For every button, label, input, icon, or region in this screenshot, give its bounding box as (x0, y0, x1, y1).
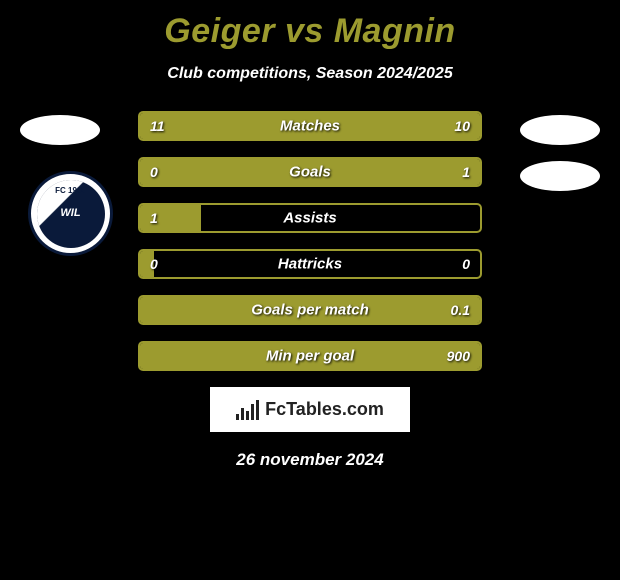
stat-fill-left (140, 113, 317, 139)
stat-value-right: 1 (462, 164, 470, 180)
stat-fill-right (140, 297, 480, 323)
stat-value-left: 1 (150, 210, 158, 226)
page-subtitle: Club competitions, Season 2024/2025 (0, 65, 620, 83)
stat-value-left: 0 (150, 164, 158, 180)
stat-value-right: 900 (447, 348, 470, 364)
stat-fill-right (201, 159, 480, 185)
page-title: Geiger vs Magnin (0, 0, 620, 51)
brand-bars-icon (236, 400, 259, 420)
stat-value-right: 0 (462, 256, 470, 272)
stat-value-right: 10 (454, 118, 470, 134)
stat-row: 0Goals1 (138, 157, 482, 187)
stat-value-left: 11 (150, 118, 165, 134)
stat-bars-container: 11Matches100Goals11Assists0Hattricks0Goa… (138, 111, 482, 371)
stat-row: Min per goal900 (138, 341, 482, 371)
stat-row: 0Hattricks0 (138, 249, 482, 279)
club-logo-top-text: FC 1900 (55, 186, 86, 195)
stat-value-left: 0 (150, 256, 158, 272)
comparison-content: FC 1900 WIL 11Matches100Goals11Assists0H… (0, 111, 620, 470)
footer-date: 26 november 2024 (0, 450, 620, 470)
stat-row: 11Matches10 (138, 111, 482, 141)
brand-box[interactable]: FcTables.com (210, 387, 410, 432)
player-right-placeholder-2-icon (520, 161, 600, 191)
stat-row: 1Assists (138, 203, 482, 233)
brand-name: FcTables.com (265, 399, 384, 420)
stat-row: Goals per match0.1 (138, 295, 482, 325)
stat-label: Hattricks (140, 256, 480, 273)
stat-value-right: 0.1 (451, 302, 470, 318)
club-logo-main-text: WIL (60, 208, 80, 219)
club-logo-icon: FC 1900 WIL (28, 171, 113, 256)
player-right-placeholder-1-icon (520, 115, 600, 145)
stat-fill-right (140, 343, 480, 369)
player-left-placeholder-icon (20, 115, 100, 145)
